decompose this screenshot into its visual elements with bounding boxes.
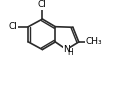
Text: Cl: Cl	[9, 22, 18, 31]
Text: H: H	[68, 48, 73, 57]
Text: Cl: Cl	[38, 1, 47, 9]
Text: N: N	[63, 45, 70, 54]
Text: CH₃: CH₃	[86, 37, 102, 46]
